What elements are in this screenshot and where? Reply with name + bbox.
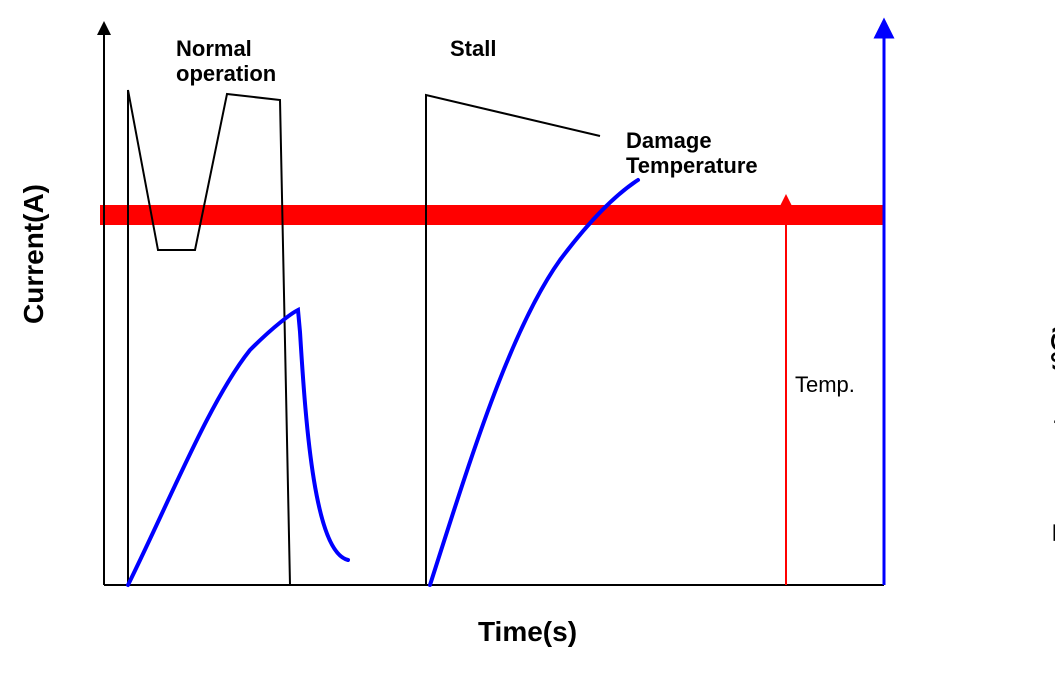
annotation-normal-operation: Normal operation xyxy=(176,36,276,87)
y-axis-left-label: Current(A) xyxy=(18,184,50,324)
damage-temperature-band xyxy=(100,205,884,225)
temperature-trace-stall xyxy=(430,180,638,585)
annotation-temp: Temp. xyxy=(795,372,855,397)
y-axis-right-label: Temperature(℃) xyxy=(1047,324,1055,542)
temperature-trace-normal xyxy=(128,310,348,585)
chart-container: Current(A) Temperature(℃) Time(s) Normal… xyxy=(0,0,1055,678)
annotation-stall: Stall xyxy=(450,36,496,61)
x-axis-label: Time(s) xyxy=(478,616,577,648)
annotation-damage-temperature: Damage Temperature xyxy=(626,128,758,179)
chart-svg xyxy=(0,0,1055,678)
